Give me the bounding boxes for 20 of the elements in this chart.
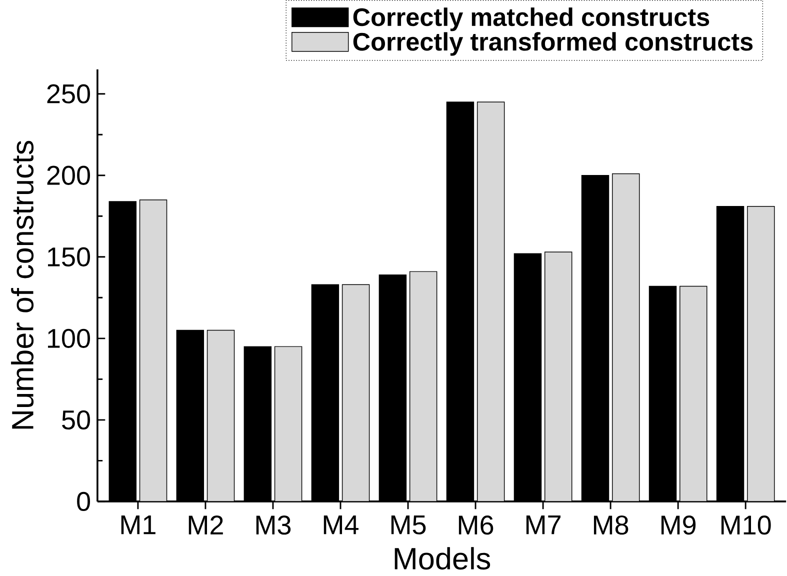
x-tick-label: M10	[721, 516, 771, 535]
x-tick-label: M9	[661, 516, 696, 535]
legend-label: Correctly matched constructs	[353, 8, 710, 32]
x-tick-label: M8	[594, 516, 628, 535]
legend-label: Correctly transformed constructs	[353, 32, 753, 56]
y-tick-label: 100	[48, 329, 90, 348]
x-tick-label: M2	[188, 516, 223, 535]
y-tick-label: 200	[47, 166, 90, 186]
y-tick-label: 50	[62, 410, 90, 430]
y-tick-label: 250	[47, 84, 90, 104]
x-tick-label: M4	[324, 516, 358, 534]
x-tick-label: M7	[526, 516, 560, 534]
x-tick-label: M1	[121, 516, 156, 534]
x-tick-label: M5	[391, 516, 426, 535]
y-axis-title: Number of constructs	[11, 141, 34, 429]
y-tick-label: 150	[48, 248, 90, 267]
x-tick-label: M3	[256, 516, 291, 535]
x-axis-title: Models	[394, 547, 490, 570]
x-tick-label: M6	[458, 516, 494, 535]
y-tick-label: 0	[77, 492, 90, 512]
